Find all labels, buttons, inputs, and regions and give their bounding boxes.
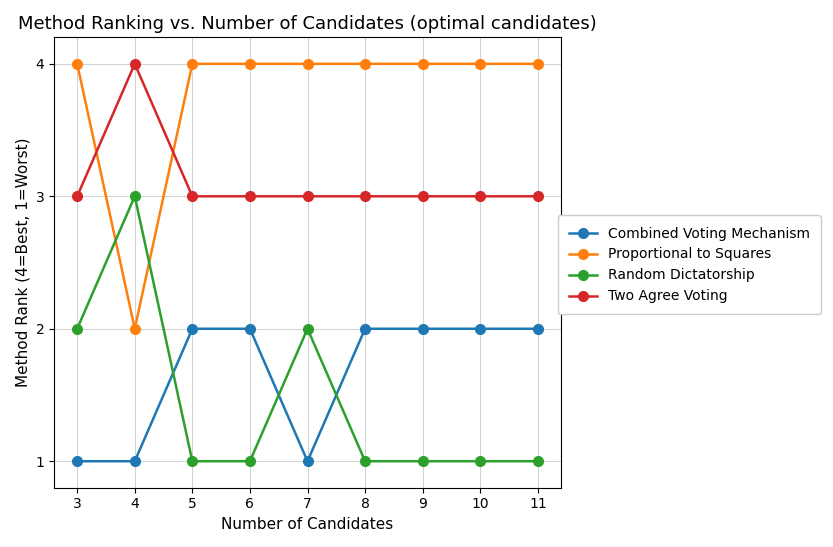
Two Agree Voting <box>245 193 255 200</box>
Combined Voting Mechanism <box>476 325 486 332</box>
Two Agree Voting <box>130 61 140 67</box>
Two Agree Voting <box>302 193 312 200</box>
Random Dictatorship <box>187 458 197 464</box>
Combined Voting Mechanism <box>417 325 427 332</box>
Proportional to Squares <box>533 61 543 67</box>
Legend: Combined Voting Mechanism, Proportional to Squares, Random Dictatorship, Two Agr: Combined Voting Mechanism, Proportional … <box>557 216 821 315</box>
Combined Voting Mechanism <box>245 325 255 332</box>
Proportional to Squares <box>245 61 255 67</box>
Proportional to Squares <box>417 61 427 67</box>
Random Dictatorship <box>130 193 140 200</box>
Combined Voting Mechanism <box>72 458 82 464</box>
Proportional to Squares <box>130 325 140 332</box>
Random Dictatorship <box>360 458 370 464</box>
Y-axis label: Method Rank (4=Best, 1=Worst): Method Rank (4=Best, 1=Worst) <box>15 138 30 387</box>
Two Agree Voting <box>72 193 82 200</box>
Two Agree Voting <box>360 193 370 200</box>
Combined Voting Mechanism <box>302 458 312 464</box>
Line: Random Dictatorship: Random Dictatorship <box>72 191 542 466</box>
Random Dictatorship <box>72 325 82 332</box>
Two Agree Voting <box>187 193 197 200</box>
Proportional to Squares <box>476 61 486 67</box>
Combined Voting Mechanism <box>187 325 197 332</box>
Random Dictatorship <box>533 458 543 464</box>
Proportional to Squares <box>360 61 370 67</box>
Random Dictatorship <box>245 458 255 464</box>
Proportional to Squares <box>302 61 312 67</box>
X-axis label: Number of Candidates: Number of Candidates <box>222 517 394 532</box>
Random Dictatorship <box>417 458 427 464</box>
Combined Voting Mechanism <box>533 325 543 332</box>
Random Dictatorship <box>476 458 486 464</box>
Two Agree Voting <box>417 193 427 200</box>
Line: Combined Voting Mechanism: Combined Voting Mechanism <box>72 324 542 466</box>
Title: Method Ranking vs. Number of Candidates (optimal candidates): Method Ranking vs. Number of Candidates … <box>18 15 597 33</box>
Line: Proportional to Squares: Proportional to Squares <box>72 59 542 334</box>
Combined Voting Mechanism <box>130 458 140 464</box>
Two Agree Voting <box>533 193 543 200</box>
Proportional to Squares <box>72 61 82 67</box>
Random Dictatorship <box>302 325 312 332</box>
Combined Voting Mechanism <box>360 325 370 332</box>
Line: Two Agree Voting: Two Agree Voting <box>72 59 542 201</box>
Proportional to Squares <box>187 61 197 67</box>
Two Agree Voting <box>476 193 486 200</box>
